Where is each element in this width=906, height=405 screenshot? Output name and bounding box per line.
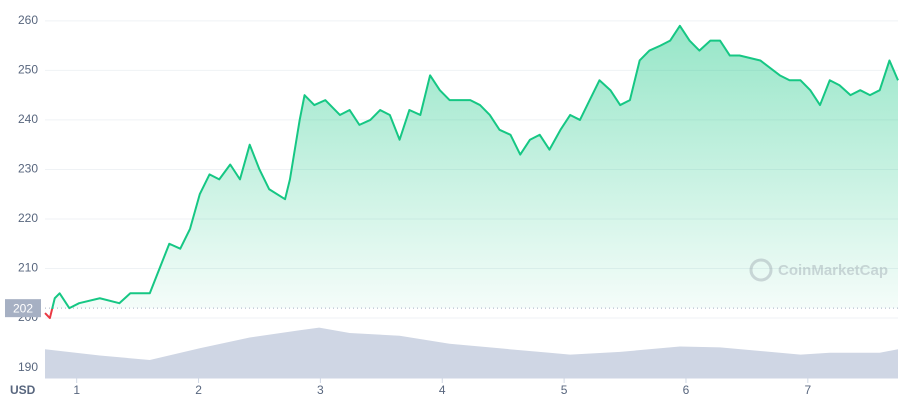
x-tick-label: 2 bbox=[195, 383, 202, 397]
baseline-badge bbox=[5, 299, 41, 318]
y-tick-label: 230 bbox=[18, 162, 38, 176]
price-line bbox=[44, 24, 899, 320]
y-tick-label: 190 bbox=[18, 360, 38, 374]
currency-label: USD bbox=[10, 383, 36, 397]
x-tick-label: 5 bbox=[561, 383, 568, 397]
x-tick-label: 7 bbox=[804, 383, 811, 397]
x-tick-label: 1 bbox=[73, 383, 80, 397]
y-tick-label: 250 bbox=[18, 63, 38, 77]
y-tick-label: 210 bbox=[18, 261, 38, 275]
watermark-text: CoinMarketCap bbox=[778, 262, 888, 279]
x-tick-label: 3 bbox=[317, 383, 324, 397]
x-tick-label: 6 bbox=[683, 383, 690, 397]
x-tick-label: 4 bbox=[439, 383, 446, 397]
y-tick-label: 220 bbox=[18, 211, 38, 225]
y-tick-label: 260 bbox=[18, 13, 38, 27]
baseline-label: 202 bbox=[13, 301, 33, 315]
price-area bbox=[45, 25, 898, 309]
volume-area bbox=[45, 327, 898, 378]
watermark: CoinMarketCap bbox=[749, 258, 888, 282]
y-tick-label: 240 bbox=[18, 112, 38, 126]
